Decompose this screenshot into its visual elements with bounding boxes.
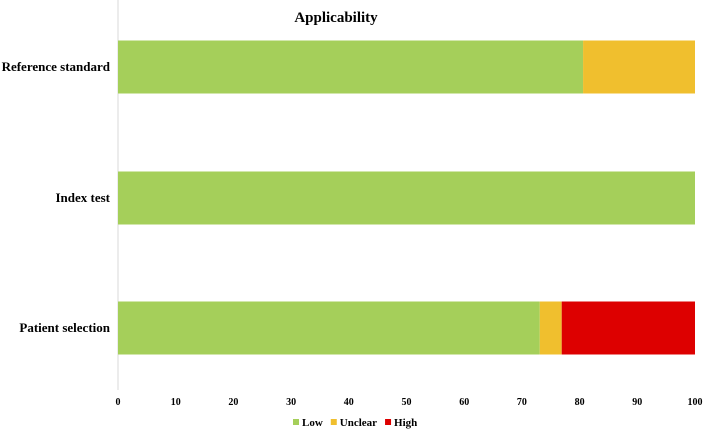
bar-patient-selection-high [561,301,695,355]
x-tick-label-50: 50 [402,397,412,408]
x-tick-label-10: 10 [171,397,181,408]
x-tick-label-60: 60 [459,397,469,408]
legend-label-low: Low [302,417,323,429]
x-tick-label-0: 0 [116,397,121,408]
legend: Low Unclear High [293,417,417,429]
x-tick-label-40: 40 [344,397,354,408]
bar-index-test-low [118,171,695,225]
legend-swatch-low [293,419,299,425]
chart-title: Applicability [294,10,378,26]
bars-group [118,40,695,355]
x-tick-label-20: 20 [228,397,238,408]
bar-reference-standard-unclear [583,40,695,94]
x-tick-label-70: 70 [517,397,527,408]
x-tick-label-100: 100 [688,397,703,408]
bar-patient-selection-unclear [539,301,562,355]
bar-patient-selection-low [118,301,540,355]
x-tick-label-80: 80 [575,397,585,408]
category-label-patient-selection: Patient selection [19,320,110,335]
x-tick-label-30: 30 [286,397,296,408]
legend-swatch-high [385,419,392,425]
x-tick-label-90: 90 [632,397,642,408]
category-labels: Reference standard Index test Patient sele… [2,59,111,335]
legend-label-high: High [394,417,417,429]
x-tick-labels: 0 10 20 30 40 50 60 70 80 90 100 [116,397,703,408]
category-label-index-test: Index test [55,190,110,205]
bar-reference-standard-low [118,40,584,94]
category-label-reference-standard: Reference standard [2,59,111,74]
legend-label-unclear: Unclear [340,417,377,429]
legend-swatch-unclear [330,419,337,425]
